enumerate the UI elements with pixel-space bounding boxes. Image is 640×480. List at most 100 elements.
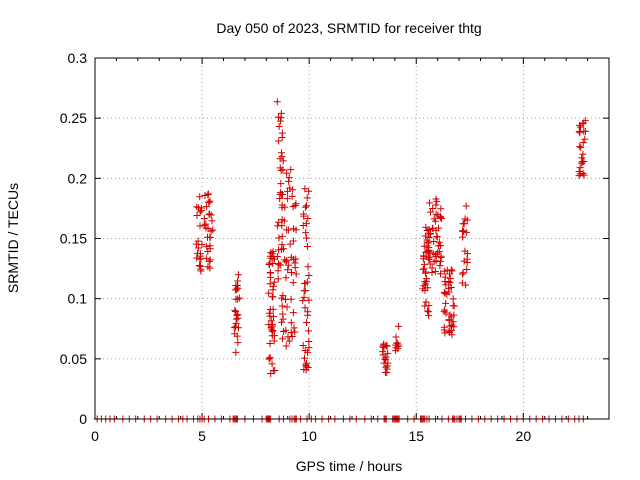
data-point [436, 258, 444, 266]
data-point [423, 227, 431, 235]
data-point [432, 217, 440, 225]
data-point [300, 287, 308, 295]
data-point [273, 98, 281, 106]
data-point [204, 190, 212, 198]
data-point [305, 337, 313, 345]
data-point [579, 120, 587, 128]
data-point [266, 269, 274, 277]
data-point [579, 150, 587, 158]
data-point [292, 270, 300, 278]
data-point [446, 279, 454, 287]
data-point [277, 109, 285, 117]
data-point [305, 187, 313, 195]
data-point [287, 319, 295, 327]
data-point [301, 279, 309, 287]
data-point [193, 254, 201, 262]
data-point [203, 203, 211, 211]
data-point [442, 299, 450, 307]
data-point [281, 296, 289, 304]
data-point [284, 226, 292, 234]
data-point [576, 142, 584, 150]
axis-ticks: 0 0.05 0.1 0.15 0.2 0.25 0.3 0 5 10 15 20 [60, 50, 609, 444]
data-point [193, 249, 201, 257]
data-point [431, 267, 439, 275]
data-point [432, 210, 440, 218]
data-point [301, 185, 309, 193]
data-point [304, 363, 312, 371]
data-point [423, 247, 431, 255]
data-point [432, 201, 440, 209]
data-point [270, 337, 278, 345]
data-point [304, 214, 312, 222]
data-point [196, 208, 204, 216]
data-point [301, 304, 309, 312]
data-points [93, 98, 589, 423]
data-point [446, 311, 454, 319]
data-point [384, 349, 392, 357]
data-point [275, 137, 283, 145]
y-tick-label: 0.3 [68, 50, 88, 66]
data-point [193, 212, 201, 220]
data-point [426, 199, 434, 207]
data-point [301, 347, 309, 355]
data-point [299, 222, 307, 230]
data-point [578, 159, 586, 167]
data-point [441, 289, 449, 297]
data-point [437, 205, 445, 213]
data-point [440, 326, 448, 334]
data-point [428, 269, 436, 277]
data-point [232, 348, 240, 356]
data-point [291, 328, 299, 336]
data-point [433, 197, 441, 205]
data-point [432, 226, 440, 234]
y-tick-label: 0.15 [60, 231, 87, 247]
data-point [232, 323, 240, 331]
data-point [278, 134, 286, 142]
data-point [273, 253, 281, 261]
data-point [201, 192, 209, 200]
data-point [421, 278, 429, 286]
data-point [441, 306, 449, 314]
data-point [283, 256, 291, 264]
data-point [270, 278, 278, 286]
y-axis-label: SRMTID / TECUs [5, 183, 21, 293]
data-point [286, 240, 294, 248]
data-point [267, 324, 275, 332]
data-point [301, 354, 309, 362]
data-point [288, 192, 296, 200]
data-point [304, 263, 312, 271]
data-point [576, 121, 584, 129]
data-point [203, 243, 211, 251]
data-point [446, 322, 454, 330]
data-point [305, 344, 313, 352]
data-point [426, 230, 434, 238]
data-point [289, 279, 297, 287]
data-point [425, 253, 433, 261]
data-point [282, 326, 290, 334]
gridlines [95, 58, 609, 419]
data-point [437, 270, 445, 278]
data-point [232, 295, 240, 303]
data-point [461, 247, 469, 255]
data-point [232, 319, 240, 327]
data-point [281, 203, 289, 211]
data-point [204, 191, 212, 199]
data-point [209, 226, 217, 234]
data-point [580, 127, 588, 135]
data-point [285, 337, 293, 345]
data-point [205, 198, 213, 206]
data-point [579, 157, 587, 165]
data-point [279, 245, 287, 253]
data-point [282, 258, 290, 266]
data-point [280, 217, 288, 225]
data-point [304, 243, 312, 251]
data-point [276, 194, 284, 202]
data-point [269, 305, 277, 313]
data-point [581, 135, 589, 143]
data-point [270, 313, 278, 321]
data-point [267, 317, 275, 325]
data-point [577, 144, 585, 152]
data-point [575, 172, 583, 180]
data-point [303, 362, 311, 370]
data-point [265, 309, 273, 317]
